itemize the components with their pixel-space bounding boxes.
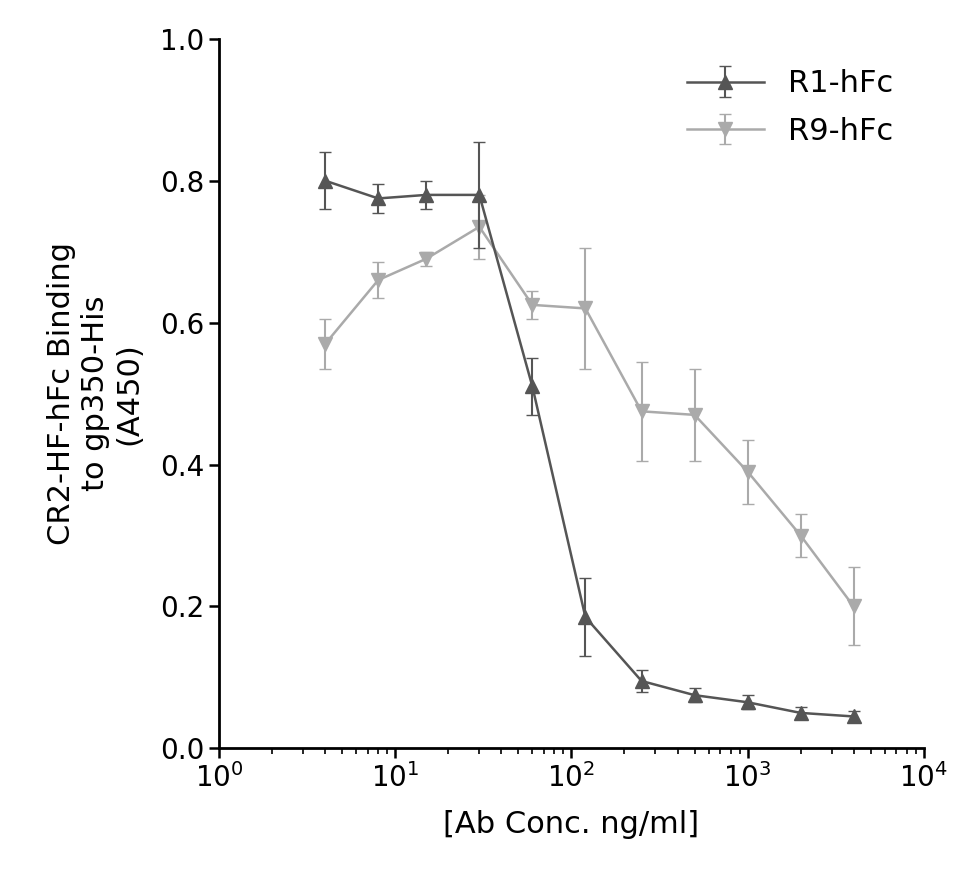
Y-axis label: CR2-HF-hFc Binding
to gp350-His
(A450): CR2-HF-hFc Binding to gp350-His (A450) — [47, 242, 143, 545]
X-axis label: [Ab Conc. ng/ml]: [Ab Conc. ng/ml] — [443, 810, 700, 839]
Legend: R1-hFc, R9-hFc: R1-hFc, R9-hFc — [671, 54, 909, 161]
